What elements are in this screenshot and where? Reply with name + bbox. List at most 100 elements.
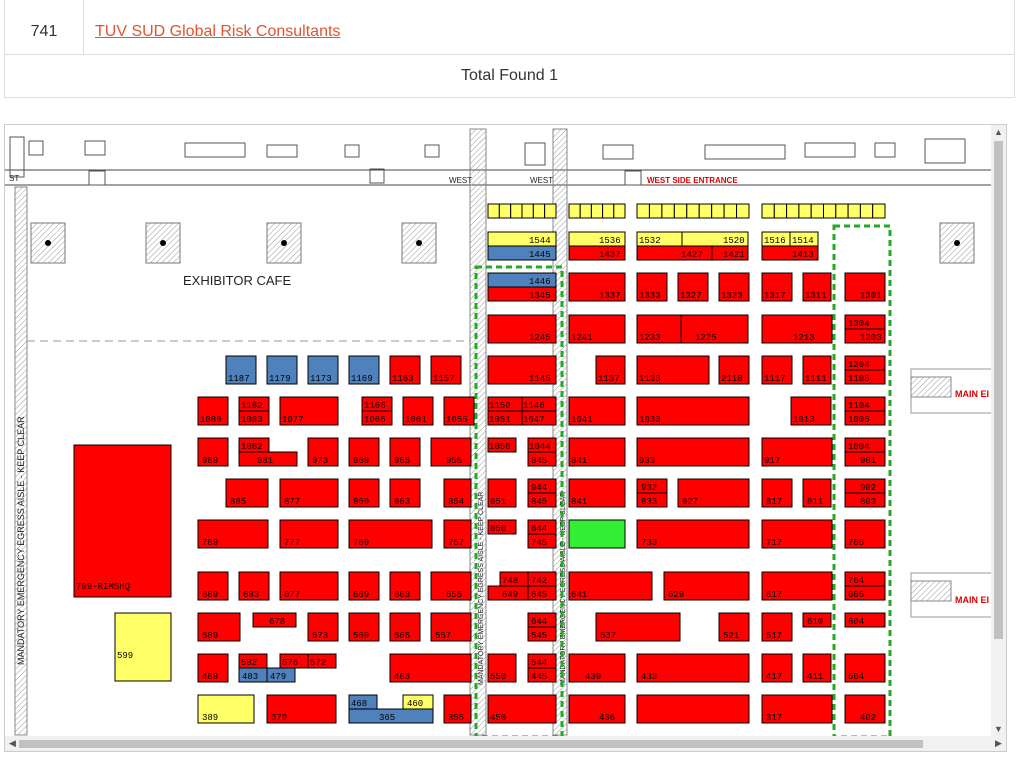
booth-rect[interactable] — [761, 245, 819, 261]
booth-1204[interactable]: 1204 — [844, 355, 886, 371]
booth-rect[interactable] — [568, 694, 626, 724]
booth-strip-cell[interactable] — [579, 203, 592, 219]
booth-1241[interactable]: 1241 — [568, 314, 626, 344]
booth-877[interactable]: 877 — [279, 478, 339, 508]
booth-rect[interactable] — [402, 396, 434, 426]
booth-rect[interactable] — [636, 492, 668, 508]
booth-844[interactable]: 844 — [527, 519, 557, 535]
booth-917[interactable]: 917 — [761, 437, 833, 467]
booth-1133[interactable]: 1133 — [636, 355, 710, 385]
booth-strip-cell[interactable] — [872, 203, 886, 219]
booth-rect[interactable] — [568, 314, 626, 344]
booth-885[interactable]: 885 — [225, 478, 269, 508]
booth-669[interactable]: 669 — [348, 571, 380, 601]
booth-rect[interactable] — [348, 478, 380, 508]
booth-strip-cell[interactable] — [686, 203, 700, 219]
booth-644[interactable]: 644 — [527, 612, 557, 628]
booth-1179[interactable]: 1179 — [266, 355, 298, 385]
booth-565[interactable]: 565 — [389, 612, 421, 642]
booth-rect[interactable] — [718, 612, 750, 642]
booth-841[interactable]: 841 — [568, 478, 626, 508]
booth-1245[interactable]: 1245 — [487, 314, 557, 344]
booth-rect[interactable] — [680, 314, 749, 344]
booth-1233[interactable]: 1233 — [636, 314, 682, 344]
booth-rect[interactable] — [307, 355, 339, 385]
booth-rect[interactable] — [636, 694, 750, 724]
booth-932[interactable]: 932 — [636, 478, 668, 494]
booth-rect[interactable] — [197, 612, 241, 642]
booth-rect[interactable] — [279, 396, 339, 426]
booth-strip-cell[interactable] — [498, 203, 512, 219]
booth-902[interactable]: 902 — [844, 478, 886, 494]
booth-389[interactable]: 389 — [197, 694, 255, 724]
booth-rect[interactable] — [73, 444, 172, 598]
booth-599[interactable]: 599 — [114, 612, 172, 682]
booth-489[interactable]: 489 — [197, 653, 229, 683]
booth-965[interactable]: 965 — [389, 437, 421, 467]
booth-663[interactable]: 663 — [389, 571, 421, 601]
booth-rect[interactable] — [636, 355, 710, 385]
booth-rect[interactable] — [790, 396, 832, 426]
booth-rect[interactable] — [568, 478, 626, 508]
booth-683[interactable]: 683 — [238, 571, 270, 601]
booth-rect[interactable] — [761, 272, 793, 302]
vertical-scroll-thumb[interactable] — [994, 141, 1003, 639]
booth-rect[interactable] — [443, 519, 472, 549]
booth-strip-cell[interactable] — [723, 203, 738, 219]
booth-1536[interactable]: 1536 — [568, 231, 626, 247]
booth-rect[interactable] — [279, 571, 339, 601]
booth-rect[interactable] — [761, 355, 793, 385]
booth-850[interactable]: 850 — [487, 519, 517, 535]
booth-rect[interactable] — [677, 478, 750, 508]
booth-610[interactable]: 610 — [802, 612, 832, 628]
booth-rect[interactable] — [361, 410, 393, 426]
booth-rect[interactable] — [487, 314, 557, 344]
booth-rect[interactable] — [802, 612, 832, 628]
booth-550[interactable]: 550 — [487, 653, 517, 683]
booth-rect[interactable] — [527, 585, 557, 601]
booth-411[interactable]: 411 — [802, 653, 832, 683]
booth-717[interactable]: 717 — [761, 519, 833, 549]
booth-1516[interactable]: 1516 — [761, 231, 791, 247]
scroll-down-icon[interactable]: ▼ — [994, 724, 1003, 734]
booth-rect[interactable] — [487, 519, 517, 535]
booth-757[interactable]: 757 — [443, 519, 472, 549]
booth-rect[interactable] — [844, 694, 886, 724]
booth-rect[interactable] — [197, 694, 255, 724]
booth-2110[interactable]: 2110 — [718, 355, 750, 385]
booth-rect[interactable] — [225, 478, 269, 508]
booth-1146[interactable]: 1146 — [521, 396, 557, 412]
horizontal-scrollbar[interactable]: ◀ ▶ — [5, 736, 1006, 751]
booth-rect[interactable] — [430, 571, 472, 601]
booth-355[interactable]: 355 — [443, 694, 472, 724]
booth-unlabeled[interactable] — [636, 694, 750, 724]
booth-rect[interactable] — [844, 410, 886, 426]
booth-1105[interactable]: 1105 — [844, 369, 886, 385]
booth-1082[interactable]: 1082 — [238, 437, 270, 453]
booth-rect[interactable] — [761, 694, 833, 724]
booth-777[interactable]: 777 — [279, 519, 339, 549]
booth-677[interactable]: 677 — [279, 571, 339, 601]
booth-1166[interactable]: 1166 — [361, 396, 393, 412]
booth-933[interactable]: 933 — [636, 437, 750, 467]
booth-rect[interactable] — [348, 519, 433, 549]
booth-1065[interactable]: 1065 — [361, 410, 393, 426]
booth-955[interactable]: 955 — [430, 437, 472, 467]
booth-rect[interactable] — [238, 451, 298, 467]
booth-rect[interactable] — [487, 355, 557, 385]
booth-strip-cell[interactable] — [773, 203, 788, 219]
booth-460[interactable]: 460 — [402, 694, 434, 710]
booth-544[interactable]: 544 — [527, 653, 557, 669]
booth-811[interactable]: 811 — [802, 478, 832, 508]
booth-1055[interactable]: 1055 — [443, 396, 475, 426]
booth-rect[interactable] — [761, 478, 793, 508]
scroll-left-icon[interactable]: ◀ — [9, 738, 16, 748]
booth-rect[interactable] — [487, 245, 557, 261]
booth-605[interactable]: 605 — [844, 585, 886, 601]
vertical-scrollbar[interactable]: ▲ ▼ — [991, 125, 1006, 737]
booth-479[interactable]: 479 — [266, 667, 296, 683]
booth-rect[interactable] — [487, 478, 517, 508]
booth-1333[interactable]: 1333 — [636, 272, 668, 302]
booth-strip-cell[interactable] — [736, 203, 750, 219]
booth-641[interactable]: 641 — [568, 571, 653, 601]
